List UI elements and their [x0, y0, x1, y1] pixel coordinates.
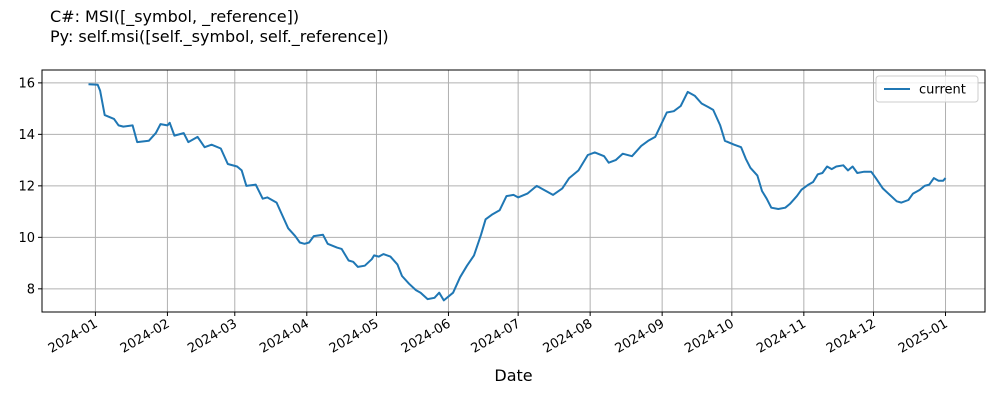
y-tick-label: 12: [18, 179, 35, 194]
grid: [42, 70, 985, 312]
chart-title-line-1: C#: MSI([_symbol, _reference]): [50, 7, 299, 27]
x-tick-label: 2024-07: [469, 316, 524, 356]
series-line-current: [88, 83, 947, 302]
x-tick-label: 2025-01: [896, 316, 951, 356]
x-tick-label: 2024-05: [327, 316, 382, 356]
x-tick-label: 2024-09: [613, 316, 668, 356]
y-tick-label: 14: [18, 128, 35, 143]
x-tick-label: 2024-01: [46, 316, 101, 356]
x-axis-label: Date: [494, 366, 532, 385]
legend-label-current: current: [919, 83, 966, 98]
axis-ticks: 2024-01 2024-02 2024-03 2024-04 2024-05 2024-…: [18, 76, 950, 356]
y-tick-label: 8: [27, 282, 35, 297]
y-tick-label: 10: [18, 231, 35, 246]
legend: current: [875, 75, 979, 103]
chart-title-line-2: Py: self.msi([self._symbol, self._refere…: [50, 27, 389, 47]
legend-box: [875, 75, 979, 103]
series-layer: [88, 83, 947, 302]
x-tick-label: 2024-03: [185, 316, 240, 356]
x-tick-label: 2024-11: [754, 316, 809, 356]
x-tick-label: 2024-06: [399, 316, 454, 356]
x-tick-label: 2024-10: [682, 316, 737, 356]
x-tick-label: 2024-08: [541, 316, 596, 356]
x-tick-label: 2024-04: [257, 316, 312, 356]
plot-frame: [41, 69, 986, 313]
chart-title: C#: MSI([_symbol, _reference]) Py: self.…: [50, 7, 389, 47]
y-tick-label: 16: [18, 76, 35, 91]
x-tick-label: 2024-12: [824, 316, 879, 356]
x-tick-label: 2024-02: [118, 316, 173, 356]
